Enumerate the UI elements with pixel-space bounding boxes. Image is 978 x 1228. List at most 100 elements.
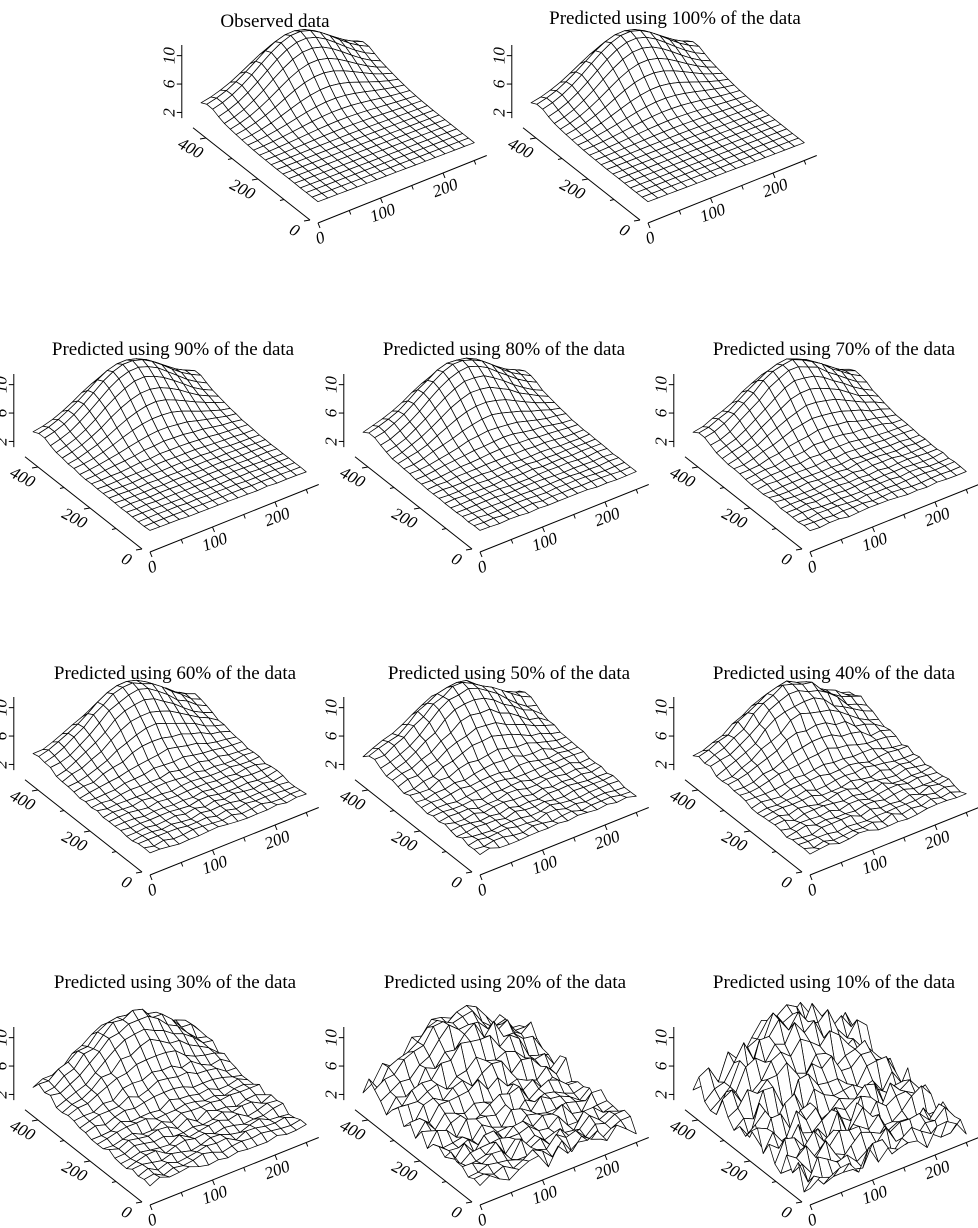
panel-title: Predicted using 10% of the data bbox=[713, 972, 956, 993]
y-tick-label: 200 bbox=[59, 1157, 91, 1186]
z-tick-label: 10 bbox=[0, 699, 11, 717]
x-tick-label: 200 bbox=[922, 1156, 953, 1183]
panel-title: Observed data bbox=[220, 11, 330, 32]
x-tick-mark bbox=[274, 1154, 278, 1161]
y-minor-tick bbox=[111, 1181, 117, 1183]
x-tick-mark bbox=[442, 172, 446, 179]
x-axis bbox=[149, 1137, 319, 1206]
x-tick-label: 200 bbox=[592, 826, 623, 853]
x-axis bbox=[647, 155, 817, 224]
x-minor-tick bbox=[840, 539, 844, 544]
panel-title: Predicted using 90% of the data bbox=[52, 339, 295, 360]
y-axis bbox=[24, 779, 143, 873]
x-minor-tick bbox=[510, 1192, 514, 1197]
x-tick-mark bbox=[542, 526, 545, 533]
surface-panel: Predicted using 30% of the data 0 100 200 0 2… bbox=[0, 972, 319, 1228]
panel-title: Predicted using 40% of the data bbox=[713, 663, 956, 684]
y-tick-mark bbox=[465, 871, 473, 874]
y-tick-mark bbox=[743, 507, 751, 510]
y-tick-mark bbox=[135, 871, 143, 874]
y-tick-mark bbox=[199, 137, 207, 140]
z-tick-label: 6 bbox=[322, 408, 341, 417]
y-minor-tick bbox=[719, 810, 725, 812]
x-tick-label: 100 bbox=[529, 1181, 560, 1208]
surface-mesh bbox=[362, 680, 637, 855]
z-tick-label: 6 bbox=[322, 1061, 341, 1070]
x-tick-label: 200 bbox=[262, 826, 293, 853]
z-tick-label: 6 bbox=[322, 731, 341, 740]
y-minor-tick bbox=[771, 1181, 777, 1183]
surface-panel: Predicted using 40% of the data 0 100 200 0 2… bbox=[652, 663, 978, 900]
z-tick-label: 10 bbox=[652, 699, 671, 717]
x-tick-mark bbox=[710, 197, 713, 204]
y-tick-label: 200 bbox=[389, 504, 421, 533]
y-tick-label: 0 bbox=[286, 220, 303, 241]
x-minor-tick bbox=[510, 539, 514, 544]
surface-panel: Predicted using 60% of the data 0 100 200 0 2… bbox=[0, 663, 319, 900]
y-axis bbox=[354, 779, 473, 873]
x-tick-label: 100 bbox=[529, 851, 560, 878]
surface-panel: Predicted using 100% of the data 0 100 200 0… bbox=[490, 8, 817, 248]
x-tick-mark bbox=[772, 172, 776, 179]
x-minor-tick bbox=[180, 539, 184, 544]
x-tick-mark bbox=[149, 1204, 153, 1211]
y-tick-mark bbox=[795, 871, 803, 874]
x-tick-label: 200 bbox=[262, 1156, 293, 1183]
x-tick-label: 200 bbox=[592, 503, 623, 530]
z-tick-label: 2 bbox=[160, 108, 179, 117]
y-minor-tick bbox=[719, 487, 725, 489]
x-axis bbox=[809, 484, 978, 553]
z-tick-label: 10 bbox=[490, 47, 509, 65]
y-tick-label: 0 bbox=[118, 872, 135, 893]
x-tick-mark bbox=[479, 551, 483, 558]
panel-title: Predicted using 20% of the data bbox=[384, 972, 627, 993]
x-minor-tick bbox=[348, 210, 352, 215]
x-minor-tick bbox=[180, 862, 184, 867]
surface-cell bbox=[473, 846, 491, 855]
x-axis bbox=[317, 155, 487, 224]
y-tick-label: 0 bbox=[448, 549, 465, 570]
y-tick-label: 0 bbox=[778, 549, 795, 570]
x-tick-mark bbox=[317, 222, 321, 229]
x-tick-label: 100 bbox=[199, 528, 230, 555]
y-minor-tick bbox=[111, 851, 117, 853]
x-tick-mark bbox=[934, 824, 938, 831]
z-tick-label: 2 bbox=[652, 1090, 671, 1099]
y-tick-mark bbox=[251, 178, 259, 181]
x-axis bbox=[479, 807, 649, 876]
z-tick-label: 10 bbox=[652, 376, 671, 394]
x-minor-tick bbox=[573, 514, 576, 519]
x-minor-tick bbox=[903, 1167, 906, 1172]
x-minor-tick bbox=[573, 1167, 576, 1172]
y-tick-label: 200 bbox=[719, 504, 751, 533]
y-tick-mark bbox=[691, 1119, 699, 1122]
y-tick-label: 0 bbox=[448, 1202, 465, 1223]
x-minor-tick bbox=[305, 812, 309, 817]
z-tick-label: 10 bbox=[322, 376, 341, 394]
x-minor-tick bbox=[411, 185, 414, 190]
x-minor-tick bbox=[305, 1142, 309, 1147]
y-tick-label: 400 bbox=[175, 134, 207, 163]
y-axis bbox=[684, 456, 803, 550]
y-minor-tick bbox=[771, 851, 777, 853]
surface-cell bbox=[803, 847, 821, 855]
y-tick-label: 0 bbox=[616, 220, 633, 241]
y-tick-label: 400 bbox=[337, 786, 369, 815]
x-minor-tick bbox=[573, 837, 576, 842]
z-tick-label: 6 bbox=[0, 731, 11, 740]
y-axis bbox=[354, 456, 473, 550]
z-tick-label: 2 bbox=[652, 437, 671, 446]
y-tick-mark bbox=[691, 466, 699, 469]
x-tick-label: 0 bbox=[145, 879, 160, 900]
surface-mesh bbox=[362, 357, 637, 531]
x-tick-mark bbox=[542, 849, 545, 856]
y-tick-mark bbox=[465, 1201, 473, 1204]
x-tick-mark bbox=[380, 197, 383, 204]
y-tick-mark bbox=[413, 507, 421, 510]
y-tick-label: 200 bbox=[557, 175, 589, 204]
z-tick-label: 6 bbox=[652, 408, 671, 417]
y-axis bbox=[24, 1109, 143, 1203]
y-tick-label: 0 bbox=[778, 1202, 795, 1223]
x-tick-label: 100 bbox=[367, 199, 398, 226]
